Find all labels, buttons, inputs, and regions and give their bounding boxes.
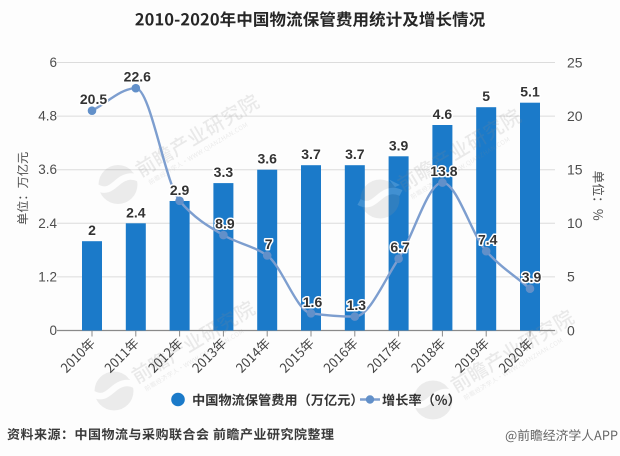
svg-text:1.6: 1.6: [303, 294, 323, 310]
svg-text:15: 15: [567, 162, 583, 178]
svg-text:3.6: 3.6: [257, 151, 277, 167]
svg-text:10: 10: [567, 215, 583, 231]
svg-text:3.3: 3.3: [214, 164, 234, 180]
svg-text:20: 20: [567, 108, 583, 124]
svg-text:2.9: 2.9: [170, 182, 190, 198]
svg-text:8.9: 8.9: [215, 216, 235, 232]
svg-text:2.4: 2.4: [38, 216, 57, 231]
svg-text:7.4: 7.4: [478, 232, 498, 248]
svg-text:1.3: 1.3: [347, 297, 367, 313]
svg-text:2: 2: [88, 222, 96, 238]
svg-text:0: 0: [49, 323, 57, 338]
svg-text:3.7: 3.7: [301, 146, 321, 162]
svg-text:3.6: 3.6: [38, 162, 57, 177]
svg-text:0: 0: [567, 322, 575, 338]
svg-text:3.7: 3.7: [345, 146, 365, 162]
svg-text:5: 5: [482, 88, 490, 104]
svg-text:25: 25: [567, 54, 583, 70]
svg-text:20.5: 20.5: [80, 91, 107, 107]
svg-text:2.4: 2.4: [126, 204, 146, 220]
svg-text:22.6: 22.6: [124, 69, 151, 85]
svg-text:13.8: 13.8: [430, 163, 457, 179]
svg-text:4.8: 4.8: [38, 109, 57, 124]
svg-text:5.1: 5.1: [520, 84, 540, 100]
svg-text:3.9: 3.9: [389, 137, 409, 153]
svg-text:6: 6: [49, 55, 57, 70]
svg-text:1.2: 1.2: [38, 269, 57, 284]
svg-text:7: 7: [265, 236, 273, 252]
svg-text:3.9: 3.9: [522, 269, 542, 285]
svg-text:6.7: 6.7: [390, 239, 410, 255]
svg-text:4.6: 4.6: [433, 106, 453, 122]
svg-text:5: 5: [567, 269, 575, 285]
